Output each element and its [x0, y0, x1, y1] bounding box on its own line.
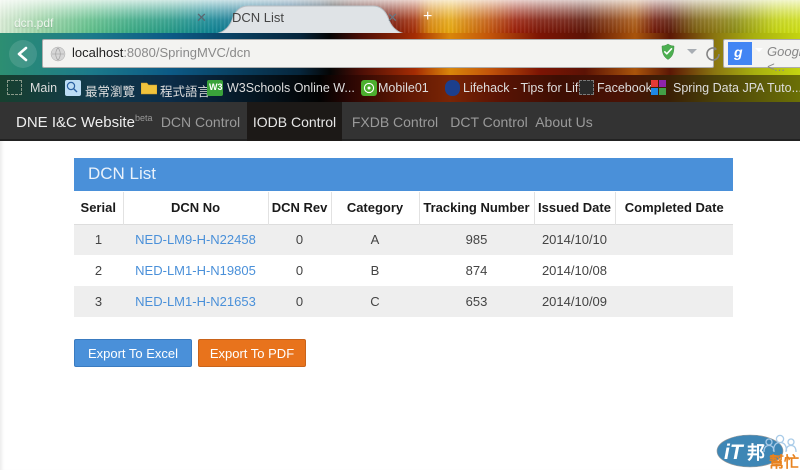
svg-text:幫忙: 幫忙	[769, 453, 799, 470]
svg-text:iT: iT	[724, 441, 745, 464]
svg-text:邦: 邦	[747, 442, 765, 463]
